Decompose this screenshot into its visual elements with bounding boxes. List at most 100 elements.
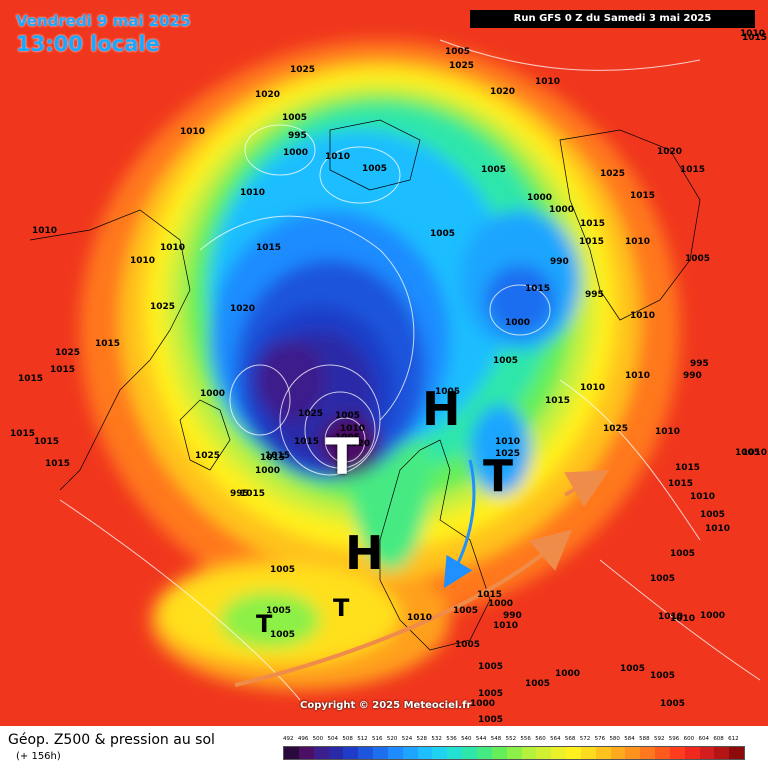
legend-footer: Géop. Z500 & pression au sol (+ 156h) 49… (0, 726, 768, 768)
low-pressure-center: T (256, 610, 273, 638)
pressure-label: 1005 (453, 606, 479, 616)
scale-swatch (580, 747, 596, 759)
pressure-label: 1005 (650, 574, 676, 584)
pressure-label: 1025 (195, 451, 221, 461)
forecast-date: Vendredi 9 mai 2025 (16, 12, 191, 30)
low-pressure-center: T (325, 428, 360, 486)
scale-swatch (313, 747, 329, 759)
product-title: Géop. Z500 & pression au sol (8, 732, 215, 748)
pressure-label: 1015 (525, 284, 551, 294)
pressure-label: 1015 (18, 374, 44, 384)
pressure-label: 995 (288, 131, 307, 141)
scale-tick-label: 572 (579, 736, 591, 742)
scale-swatch (284, 747, 299, 759)
pressure-label: 1005 (435, 387, 461, 397)
flow-arrows (234, 459, 609, 687)
scale-swatch (714, 747, 730, 759)
pressure-label: 1010 (180, 127, 206, 137)
pressure-label: 1005 (455, 640, 481, 650)
pressure-label: 1010 (240, 188, 266, 198)
scale-tick-label: 504 (327, 736, 339, 742)
pressure-label: 1005 (493, 356, 519, 366)
pressure-label: 1020 (657, 147, 683, 157)
pressure-label: 1020 (255, 90, 281, 100)
scale-tick-label: 528 (416, 736, 428, 742)
scale-tick-label: 496 (297, 736, 309, 742)
pressure-label: 1015 (580, 219, 606, 229)
pressure-label: 1005 (650, 671, 676, 681)
scale-tick-label: 568 (564, 736, 576, 742)
pressure-label: 1015 (34, 437, 60, 447)
scale-swatch (669, 747, 685, 759)
pressure-label: 1005 (525, 679, 551, 689)
pressure-label: 1015 (680, 165, 706, 175)
pressure-label: 1020 (345, 439, 371, 449)
scale-tick-label: 520 (386, 736, 398, 742)
scale-tick-label: 532 (431, 736, 442, 742)
scale-swatch (684, 747, 700, 759)
scale-tick-label: 492 (283, 736, 294, 742)
pressure-label: 1010 (535, 77, 561, 87)
pressure-label: 1015 (256, 243, 282, 253)
scale-tick-label: 580 (609, 736, 620, 742)
pressure-label: 1025 (495, 449, 521, 459)
scale-swatch (729, 747, 745, 759)
scale-swatch (387, 747, 403, 759)
scale-swatch (551, 747, 567, 759)
pressure-label: 1010 (32, 226, 58, 236)
pressure-label: 995 (690, 359, 709, 369)
pressure-label: 1025 (290, 65, 316, 75)
scale-tick-label: 544 (475, 736, 487, 742)
pressure-label: 1010 (690, 492, 716, 502)
scale-swatch (328, 747, 344, 759)
pressure-label: 1010 (625, 371, 651, 381)
scale-swatch (373, 747, 388, 759)
scale-swatch (417, 747, 433, 759)
scale-swatch (625, 747, 641, 759)
scale-tick-label: 576 (594, 736, 606, 742)
pressure-label: 1025 (449, 61, 475, 71)
pressure-label: 1005 (478, 715, 504, 725)
pressure-label: 1015 (675, 463, 701, 473)
pressure-label: 1005 (660, 699, 686, 709)
low-pressure-center: T (483, 451, 514, 502)
pressure-label: 1005 (266, 606, 292, 616)
pressure-label: 1000 (700, 611, 726, 621)
pressure-label: 995 (230, 489, 249, 499)
pressure-label: 990 (550, 257, 569, 267)
pressure-label: 1015 (668, 479, 694, 489)
coastlines (29, 119, 701, 651)
scale-swatch (566, 747, 581, 759)
pressure-label: 1015 (260, 453, 286, 463)
model-run-info: Run GFS 0 Z du Samedi 3 mai 2025 (470, 10, 755, 28)
pressure-label: 1010 (493, 621, 519, 631)
pressure-label: 1010 (580, 383, 606, 393)
pressure-label: 1005 (481, 165, 507, 175)
scale-tick-label: 600 (683, 736, 695, 742)
pressure-label: 1000 (283, 148, 309, 158)
pressure-label: 1000 (488, 599, 514, 609)
pressure-label: 1005 (670, 549, 696, 559)
pressure-label: 1015 (294, 437, 320, 447)
pressure-label: 1015 (545, 396, 571, 406)
pressure-label: 1025 (603, 424, 629, 434)
pressure-label: 1010 (740, 29, 766, 39)
pressure-label: 1015 (50, 365, 76, 375)
scale-swatch (610, 747, 626, 759)
pressure-label: 1010 (495, 437, 521, 447)
low-pressure-center: T (333, 594, 350, 622)
pressure-label: 1000 (555, 669, 581, 679)
pressure-label: 1005 (478, 662, 504, 672)
pressure-label: 1025 (150, 302, 176, 312)
pressure-label: 1005 (282, 113, 308, 123)
forecast-local-time: 13:00 locale (16, 32, 160, 56)
pressure-label: 1000 (549, 205, 575, 215)
scale-swatch (343, 747, 359, 759)
pressure-label: 1000 (505, 318, 531, 328)
z500-scale-labels: 492 496 500 504 508 512 516 520 524 528 532 536 540 5… (283, 736, 743, 744)
pressure-label: 1000 (527, 193, 553, 203)
scale-swatch (432, 747, 448, 759)
scale-tick-label: 592 (653, 736, 665, 742)
pressure-label: 1005 (735, 448, 761, 458)
pressure-label: 1015 (630, 191, 656, 201)
